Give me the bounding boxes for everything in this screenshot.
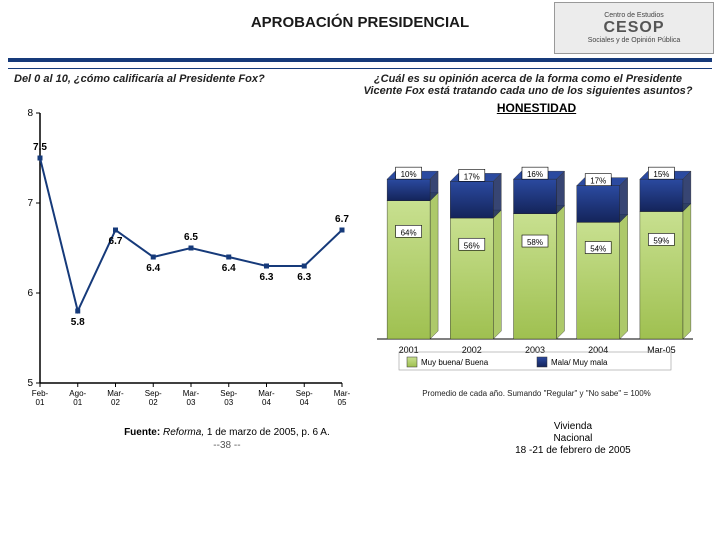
svg-text:Sep-: Sep- [220, 389, 237, 398]
line-chart: 5678Feb-01Ago-01Mar-02Sep-02Mar-03Sep-03… [10, 101, 350, 411]
svg-text:6.3: 6.3 [260, 272, 274, 283]
logo: Centro de Estudios CESOP Sociales y de O… [554, 2, 714, 54]
source-row: Fuente: Reforma, 1 de marzo de 2005, p. … [0, 421, 720, 457]
svg-text:6.7: 6.7 [335, 214, 349, 225]
svg-text:Ago-: Ago- [69, 389, 86, 398]
logo-sub: Sociales y de Opinión Pública [588, 37, 681, 45]
svg-text:2004: 2004 [588, 345, 608, 355]
svg-text:7.5: 7.5 [33, 142, 47, 153]
svg-text:2003: 2003 [525, 345, 545, 355]
svg-text:03: 03 [187, 398, 196, 407]
source-prefix: Fuente: [124, 427, 163, 438]
svg-text:02: 02 [149, 398, 158, 407]
question-right: ¿Cuál es su opinión acerca de la forma c… [350, 73, 706, 97]
svg-text:17%: 17% [590, 177, 606, 186]
svg-text:6: 6 [27, 288, 33, 299]
svg-text:10%: 10% [401, 170, 417, 179]
svg-text:Mar-05: Mar-05 [647, 345, 676, 355]
svg-text:Sep-: Sep- [296, 389, 313, 398]
svg-text:16%: 16% [527, 170, 543, 179]
svg-text:Sep-: Sep- [145, 389, 162, 398]
svg-text:5.8: 5.8 [71, 317, 85, 328]
svg-text:Mala/ Muy mala: Mala/ Muy mala [551, 358, 608, 367]
page-number: --38 -- [14, 440, 440, 451]
svg-text:Feb-: Feb- [32, 389, 49, 398]
svg-text:64%: 64% [401, 228, 417, 237]
svg-text:7: 7 [27, 198, 33, 209]
svg-text:59%: 59% [653, 236, 669, 245]
source-name: Reforma, [163, 427, 204, 438]
svg-text:56%: 56% [464, 241, 480, 250]
source-text: Fuente: Reforma, 1 de marzo de 2005, p. … [14, 427, 440, 451]
svg-text:5: 5 [27, 378, 33, 389]
svg-text:05: 05 [338, 398, 347, 407]
svg-text:58%: 58% [527, 238, 543, 247]
svg-text:6.4: 6.4 [222, 263, 236, 274]
svg-text:6.7: 6.7 [109, 236, 123, 247]
svg-text:Mar-: Mar- [107, 389, 124, 398]
svg-text:6.5: 6.5 [184, 232, 198, 243]
bar-chart: 64% 10% 2001 56% 17% 2002 58% 16% 2003 54% 17% 2004… [363, 117, 703, 387]
question-row: Del 0 al 10, ¿cómo calificaría al Presid… [0, 71, 720, 99]
svg-text:01: 01 [73, 398, 82, 407]
svg-text:Mar-: Mar- [183, 389, 200, 398]
svg-text:17%: 17% [464, 172, 480, 181]
svg-text:54%: 54% [590, 245, 606, 254]
logo-main: CESOP [588, 19, 681, 37]
svg-text:Mar-: Mar- [334, 389, 350, 398]
info-box: Vivienda Nacional 18 -21 de febrero de 2… [440, 421, 706, 457]
svg-text:2002: 2002 [462, 345, 482, 355]
svg-text:03: 03 [224, 398, 233, 407]
header: APROBACIÓN PRESIDENCIAL Centro de Estudi… [0, 0, 720, 58]
divider-thin [8, 68, 712, 69]
info-l2: Nacional [440, 433, 706, 445]
svg-text:15%: 15% [653, 170, 669, 179]
svg-text:04: 04 [262, 398, 271, 407]
bar-chart-subtitle: HONESTIDAD [363, 101, 710, 115]
question-left: Del 0 al 10, ¿cómo calificaría al Presid… [14, 73, 350, 97]
info-l3: 18 -21 de febrero de 2005 [440, 445, 706, 457]
svg-text:6.3: 6.3 [297, 272, 311, 283]
svg-text:6.4: 6.4 [146, 263, 160, 274]
svg-text:Muy buena/ Buena: Muy buena/ Buena [421, 358, 489, 367]
bar-chart-container: HONESTIDAD 64% 10% 2001 56% 17% 2002 58% 16% 200… [363, 101, 710, 411]
svg-text:8: 8 [27, 108, 33, 119]
svg-text:01: 01 [36, 398, 45, 407]
line-chart-container: 5678Feb-01Ago-01Mar-02Sep-02Mar-03Sep-03… [10, 101, 357, 411]
svg-text:2001: 2001 [399, 345, 419, 355]
info-l1: Vivienda [440, 421, 706, 433]
svg-text:Mar-: Mar- [258, 389, 275, 398]
divider-thick [8, 58, 712, 62]
charts-row: 5678Feb-01Ago-01Mar-02Sep-02Mar-03Sep-03… [0, 99, 720, 411]
source-rest: 1 de marzo de 2005, p. 6 A. [207, 427, 330, 438]
svg-text:04: 04 [300, 398, 309, 407]
logo-top: Centro de Estudios [588, 12, 681, 20]
svg-text:02: 02 [111, 398, 120, 407]
bar-chart-footnote: Promedio de cada año. Sumando "Regular" … [363, 389, 710, 398]
